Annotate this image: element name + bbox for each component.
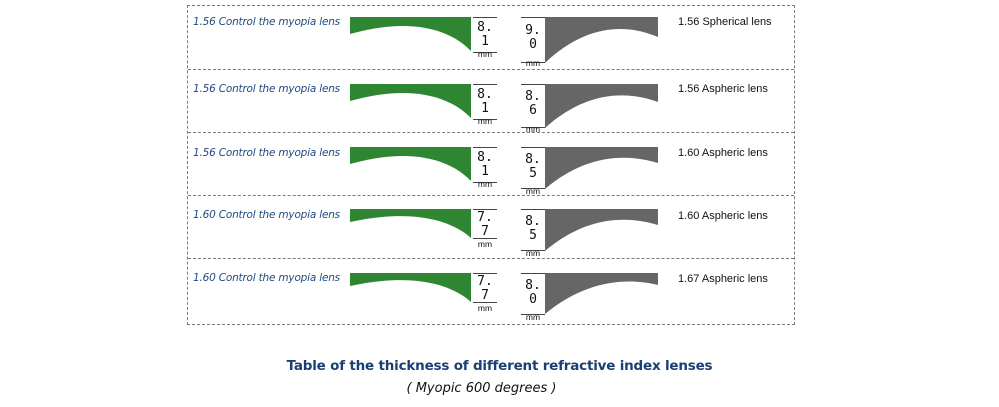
table-row: 1.56 Control the myopia lens 8. 1 mm 8. … bbox=[188, 69, 794, 134]
lens-thickness-table: 1.56 Control the myopia lens 8. 1 mm 9. … bbox=[187, 5, 795, 325]
control-thickness: 8. 1 mm bbox=[473, 147, 497, 189]
compare-lens-shape-icon bbox=[545, 17, 658, 63]
compare-lens-shape-icon bbox=[545, 84, 658, 128]
compare-lens-label: 1.56 Spherical lens bbox=[678, 16, 772, 28]
control-lens-label: 1.60 Control the myopia lens bbox=[193, 209, 340, 221]
compare-lens-label: 1.67 Aspheric lens bbox=[678, 273, 768, 285]
table-row: 1.56 Control the myopia lens 8. 1 mm 9. … bbox=[188, 6, 794, 69]
table-row: 1.60 Control the myopia lens 7. 7 mm 8. … bbox=[188, 195, 794, 258]
control-lens-label: 1.60 Control the myopia lens bbox=[193, 272, 340, 284]
compare-lens-label: 1.56 Aspheric lens bbox=[678, 83, 768, 95]
compare-thickness: 8. 6 mm bbox=[521, 84, 545, 134]
compare-thickness: 8. 0 mm bbox=[521, 273, 545, 322]
compare-lens-shape-icon bbox=[545, 209, 658, 251]
control-thickness: 8. 1 mm bbox=[473, 17, 497, 59]
control-lens-shape-icon bbox=[350, 147, 471, 181]
control-lens-shape-icon bbox=[350, 273, 471, 302]
control-thickness: 8. 1 mm bbox=[473, 84, 497, 126]
control-thickness: 7. 7 mm bbox=[473, 273, 497, 313]
caption-title: Table of the thickness of different refr… bbox=[286, 358, 713, 374]
table-row: 1.56 Control the myopia lens 8. 1 mm 8. … bbox=[188, 132, 794, 196]
compare-lens-shape-icon bbox=[545, 273, 658, 314]
control-lens-shape-icon bbox=[350, 17, 471, 51]
compare-thickness: 8. 5 mm bbox=[521, 209, 545, 258]
control-lens-shape-icon bbox=[350, 209, 471, 238]
control-thickness: 7. 7 mm bbox=[473, 209, 497, 249]
control-lens-label: 1.56 Control the myopia lens bbox=[193, 147, 340, 159]
compare-lens-label: 1.60 Aspheric lens bbox=[678, 210, 768, 222]
control-lens-label: 1.56 Control the myopia lens bbox=[193, 83, 340, 95]
compare-lens-shape-icon bbox=[545, 147, 658, 189]
caption-subtitle: ( Myopic 600 degrees ) bbox=[406, 381, 557, 396]
compare-thickness: 9. 0 mm bbox=[521, 17, 545, 68]
control-lens-shape-icon bbox=[350, 84, 471, 118]
control-lens-label: 1.56 Control the myopia lens bbox=[193, 16, 340, 28]
compare-lens-label: 1.60 Aspheric lens bbox=[678, 147, 768, 159]
compare-thickness: 8. 5 mm bbox=[521, 147, 545, 196]
table-row: 1.60 Control the myopia lens 7. 7 mm 8. … bbox=[188, 258, 794, 324]
